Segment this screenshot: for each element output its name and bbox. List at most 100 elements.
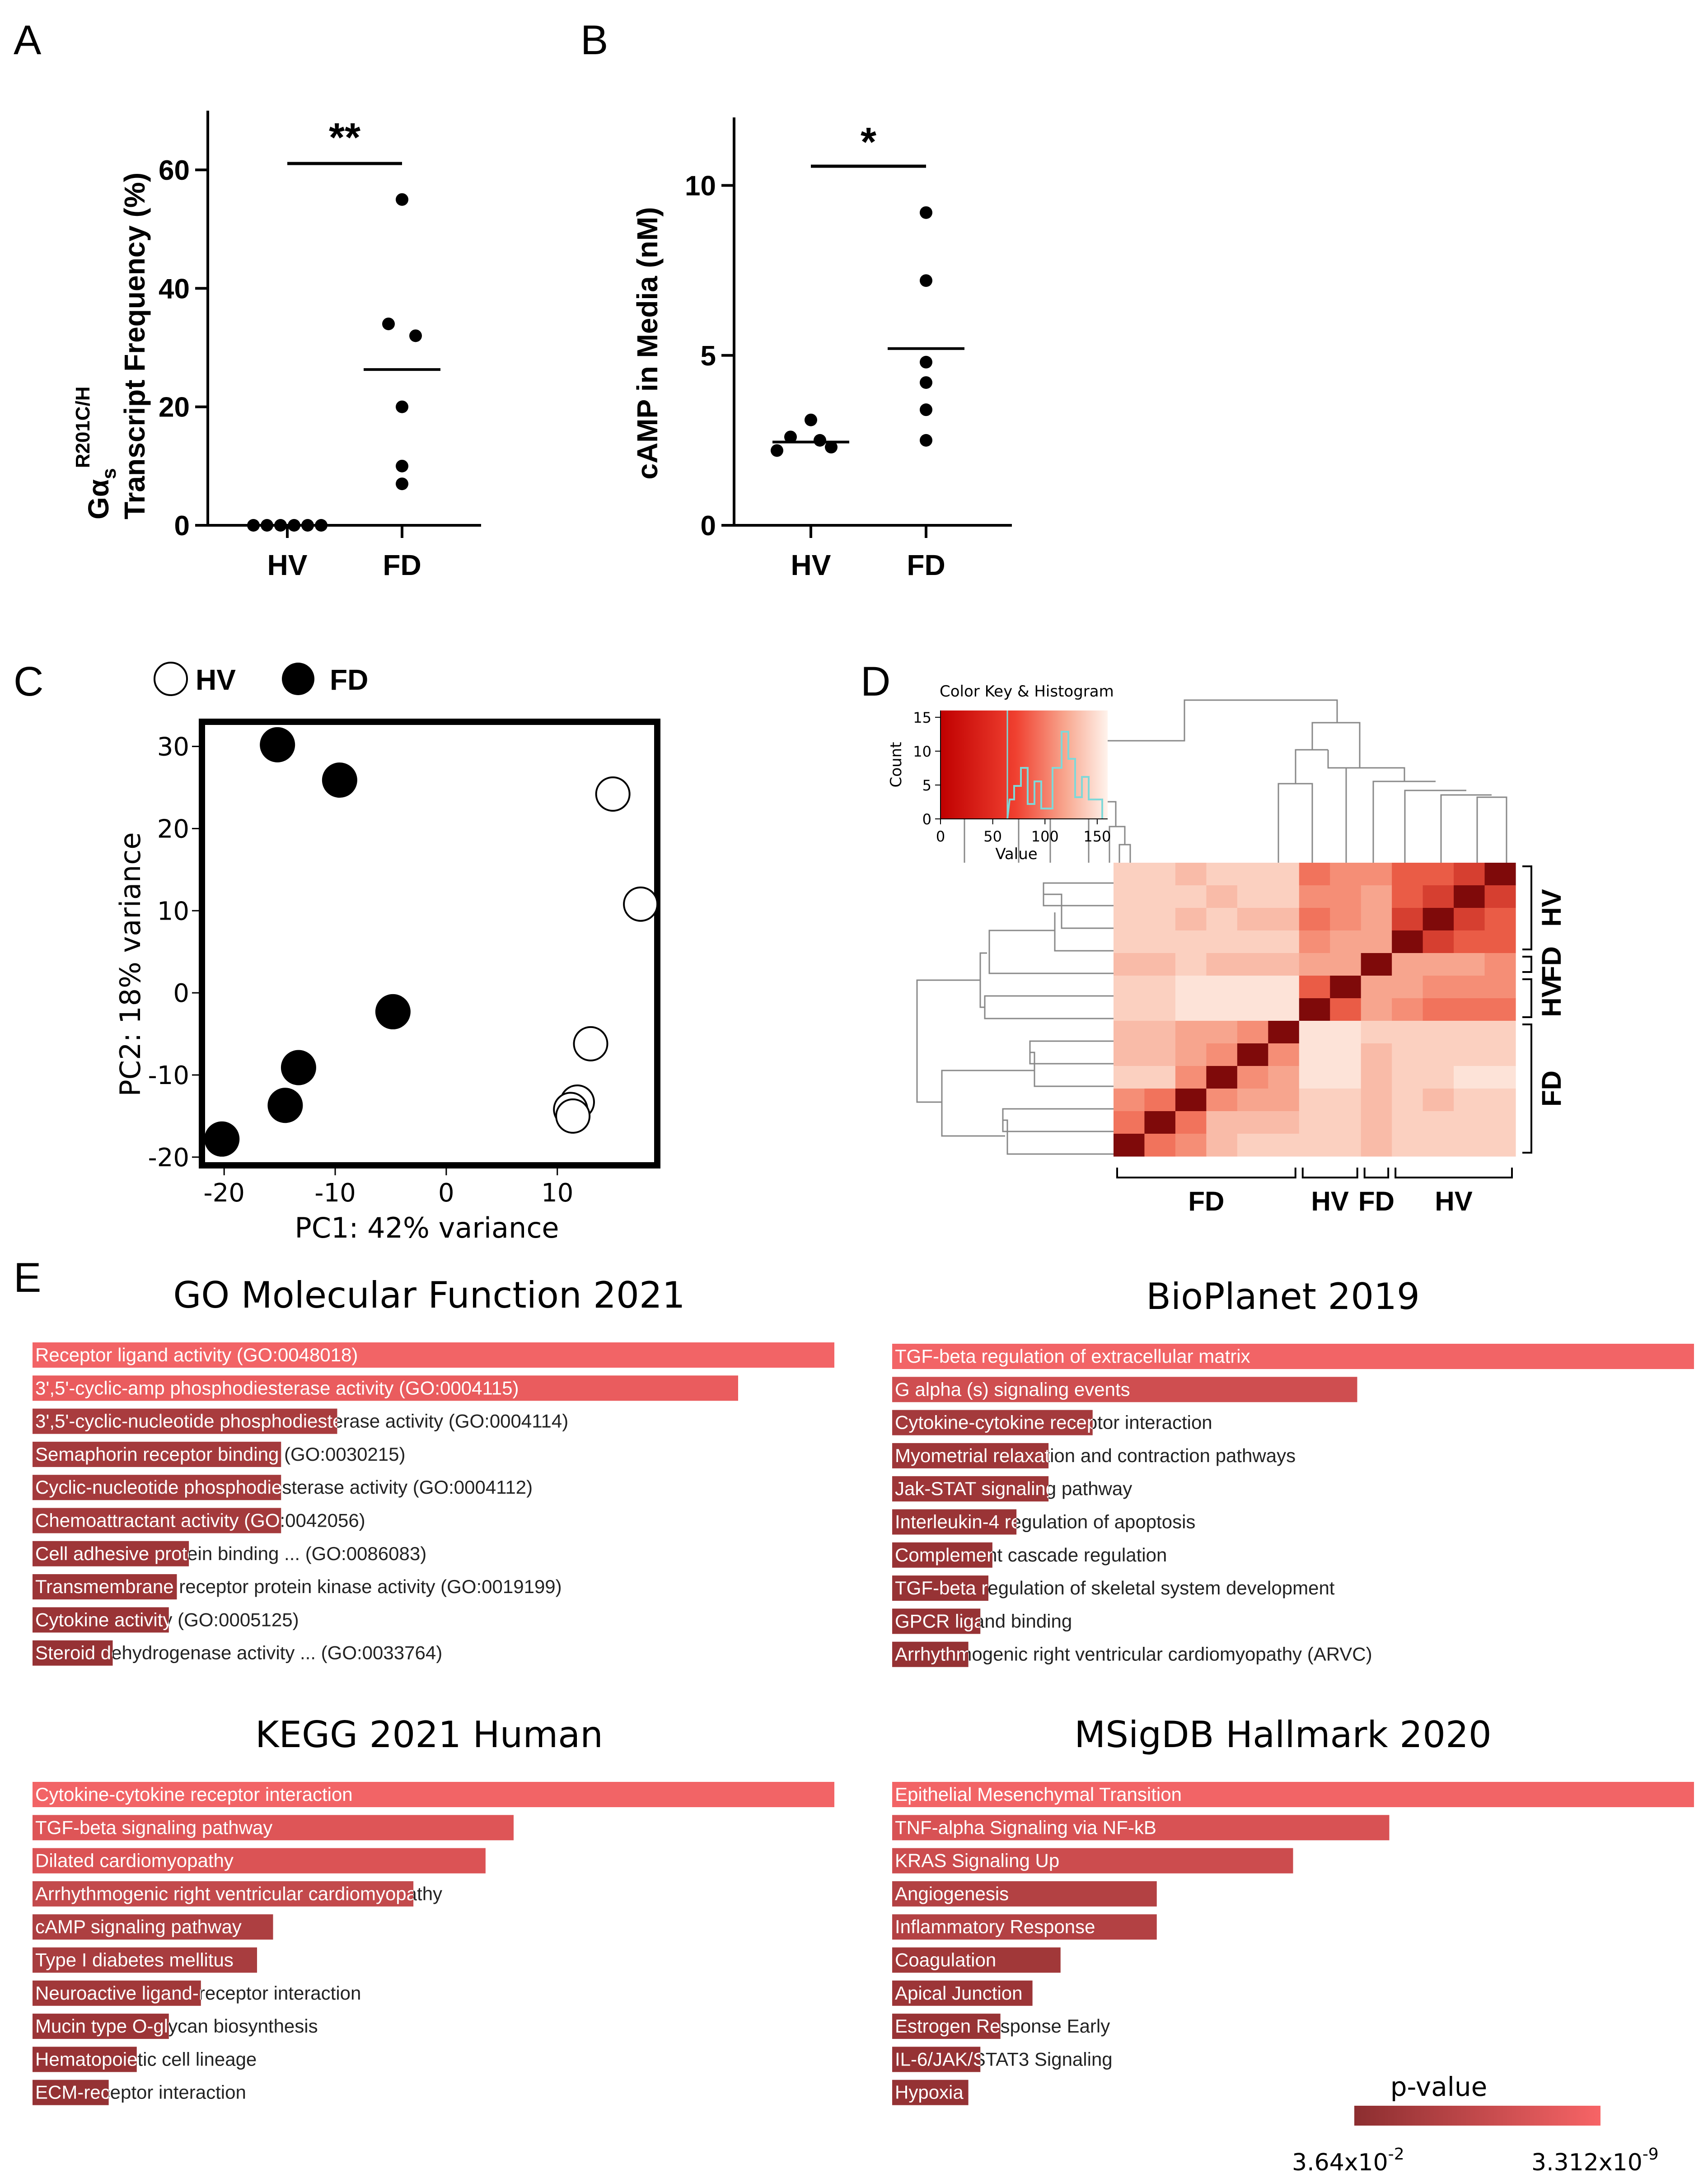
heatmap-cell [1454, 1111, 1485, 1134]
heatmap-cell [1392, 1089, 1423, 1112]
heatmap-cell [1144, 863, 1176, 886]
heatmap-cell [1114, 998, 1145, 1021]
enrichment-chart-go-molecular-function-2021: GO Molecular Function 2021 Receptor ligan… [33, 1274, 834, 1666]
heatmap-cell [1330, 885, 1362, 908]
heatmap-cell [1144, 998, 1176, 1021]
enrichment-label-overlay: Cytokine activity (GO:0005125) [35, 1609, 299, 1630]
enrichment-label: GPCR ligand binding [895, 1610, 1072, 1631]
panel-c-point-fd [281, 1050, 316, 1085]
heatmap-cell [1392, 1111, 1423, 1134]
panel-a-significance: ** [329, 115, 360, 160]
enrichment-label-overlay: Coagulation [895, 1949, 996, 1971]
enrichment-label: Estrogen Response Early [895, 2015, 1110, 2037]
heatmap-cell [1114, 930, 1145, 953]
enrichment-label-overlay: Steroid dehydrogenase activity ... (GO:0… [35, 1642, 442, 1664]
col-group-bracket [1116, 1168, 1296, 1178]
enrichment-bar [33, 1508, 281, 1533]
heatmap-cell [1206, 863, 1238, 886]
heatmap-cell [1114, 1089, 1145, 1112]
heatmap-cell [1206, 1089, 1238, 1112]
enrichment-label-overlay: Interleukin-4 regulation of apoptosis [895, 1511, 1195, 1533]
heatmap-cell [1299, 1066, 1330, 1089]
b-y-tick-label: 0 [701, 510, 716, 542]
heatmap-cell [1454, 1021, 1485, 1044]
enrichment-bar [892, 1815, 1390, 1841]
enrichment-bar [892, 2080, 969, 2105]
heatmap-cell [1484, 1089, 1516, 1112]
pvalue-max-base: 3.312x10 [1531, 2149, 1642, 2176]
heatmap-cell [1175, 930, 1207, 953]
enrichment-label-overlay: TGF-beta regulation of extracellular mat… [895, 1346, 1250, 1367]
b-point-hv [825, 440, 838, 453]
enrichment-title: KEGG 2021 Human [255, 1714, 603, 1756]
enrichment-label-overlay: Receptor ligand activity (GO:0048018) [35, 1344, 358, 1365]
heatmap-cell [1330, 1066, 1362, 1089]
color-key-y-tick-label: 5 [922, 777, 931, 794]
panel-c-x-tick-label: 10 [541, 1178, 573, 1208]
heatmap-cell [1361, 998, 1392, 1021]
heatmap-cell [1175, 908, 1207, 931]
col-group-label: FD [1358, 1186, 1394, 1216]
heatmap-cell [1423, 1021, 1454, 1044]
panel-c-chart: -20 -10 0 10 -20 -10 0 10 20 30 PC1: 42% variance… [114, 662, 660, 1244]
panel-d-cells [1114, 863, 1516, 1157]
panel-label-b: B [580, 17, 608, 63]
heatmap-cell [1268, 998, 1300, 1021]
heatmap-cell [1330, 863, 1362, 886]
panel-c-point-hv [595, 776, 631, 812]
heatmap-cell [1361, 1134, 1392, 1157]
panel-c-x-label: PC1: 42% variance [295, 1211, 559, 1244]
heatmap-cell [1237, 1134, 1268, 1157]
heatmap-cell [1237, 953, 1268, 976]
row-group-label: FD [1536, 1070, 1567, 1107]
heatmap-cell [1392, 1043, 1423, 1066]
color-key-y-tick-label: 0 [922, 811, 931, 828]
panel-d-color-key: Color Key & Histogram 0 5 10 15 0 50 100 150 C… [887, 682, 1114, 863]
pvalue-legend-min: 3.64x10-2 [1292, 2145, 1404, 2176]
enrichment-bar [33, 2080, 109, 2105]
heatmap-cell [1330, 953, 1362, 976]
heatmap-cell [1144, 1134, 1176, 1157]
panel-c-y-tick-label: 30 [157, 733, 189, 762]
heatmap-cell [1423, 1134, 1454, 1157]
enrichment-label-overlay: Arrhythmogenic right ventricular cardiom… [895, 1644, 1372, 1665]
b-point-hv [771, 444, 783, 457]
panel-a-y-label: Gαs R201C/H Transcript Frequency (%) [72, 173, 151, 519]
heatmap-cell [1330, 1134, 1362, 1157]
heatmap-cell [1361, 863, 1392, 886]
heatmap-cell [1175, 1066, 1207, 1089]
heatmap-cell [1175, 998, 1207, 1021]
enrichment-label-overlay: 3',5'-cyclic-amp phosphodiesterase activ… [35, 1377, 519, 1398]
heatmap-cell [1330, 998, 1362, 1021]
enrichment-label-overlay: Cell adhesive protein binding ... (GO:00… [35, 1543, 426, 1564]
heatmap-cell [1454, 998, 1485, 1021]
enrichment-bar [33, 1640, 113, 1666]
heatmap-cell [1299, 1111, 1330, 1134]
color-key-x-tick-label: 0 [936, 828, 945, 845]
enrichment-label-overlay: Semaphorin receptor binding (GO:0030215) [35, 1444, 406, 1465]
heatmap-cell [1175, 953, 1207, 976]
heatmap-cell [1423, 1111, 1454, 1134]
b-y-tick-label: 5 [701, 341, 716, 372]
enrichment-bar [892, 1476, 1049, 1502]
enrichment-bar [33, 2047, 137, 2072]
heatmap-cell [1484, 998, 1516, 1021]
heatmap-cell [1114, 885, 1145, 908]
panel-c-x-tick-label: -20 [203, 1178, 244, 1208]
enrichment-label-overlay: TGF-beta regulation of skeletal system d… [895, 1577, 1335, 1598]
heatmap-cell [1175, 1111, 1207, 1134]
enrichment-label: Interleukin-4 regulation of apoptosis [895, 1511, 1195, 1533]
panel-c-legend-fd-marker [282, 663, 314, 695]
enrichment-label: Hematopoietic cell lineage [35, 2048, 257, 2070]
enrichment-label: Myometrial relaxation and contraction pa… [895, 1445, 1296, 1466]
enrichment-label: Steroid dehydrogenase activity ... (GO:0… [35, 1642, 442, 1664]
pvalue-legend-max: 3.312x10-9 [1531, 2145, 1659, 2176]
heatmap-cell [1299, 998, 1330, 1021]
panel-a-y-label-sub: s [98, 468, 120, 479]
heatmap-cell [1454, 885, 1485, 908]
heatmap-cell [1484, 1066, 1516, 1089]
heatmap-cell [1423, 998, 1454, 1021]
panel-c-frame [199, 719, 660, 1168]
b-point-fd [920, 434, 932, 447]
